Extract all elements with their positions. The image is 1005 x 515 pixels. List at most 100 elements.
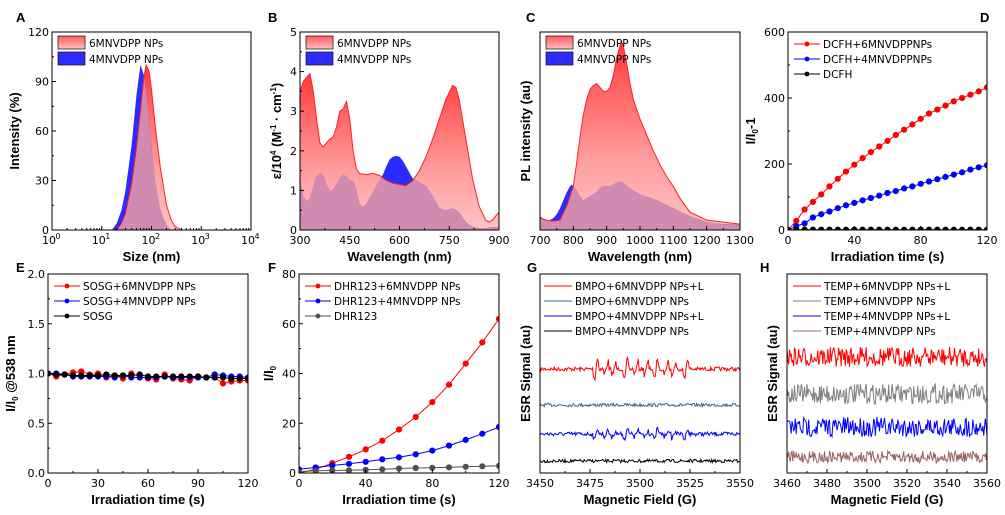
- y-axis-title: I/I0: [261, 365, 278, 381]
- legend: 6MNVDPP NPs 4MNVDPP NPs: [305, 35, 411, 66]
- x-tick-label: 3460: [773, 477, 801, 490]
- x-axis-title: Irradiation time (s): [831, 249, 944, 264]
- x-tick-label: 90: [191, 477, 205, 490]
- legend-swatch: [305, 51, 334, 66]
- x-tick-label: 900: [489, 234, 510, 247]
- legend-label: BMPO+4MNVDPP NPs: [575, 326, 689, 338]
- legend-swatch: [545, 35, 574, 50]
- data-point: [395, 426, 403, 433]
- series-overlap: [540, 181, 740, 230]
- y-axis-title-part: -1: [269, 124, 278, 132]
- x-tick-label: 1300: [726, 234, 754, 247]
- data-point: [884, 137, 891, 144]
- data-point: [429, 399, 436, 406]
- data-point: [111, 372, 118, 379]
- x-axis-title: Magnetic Field (G): [831, 492, 944, 507]
- y-axis-title-part: -1: [743, 118, 758, 130]
- series-line-0: [788, 86, 987, 230]
- x-tick-label: 10: [92, 234, 106, 247]
- legend-label: BMPO+6MNVDPP NPs+L: [575, 281, 704, 293]
- x-tick-exponent: 0: [55, 232, 60, 241]
- data-point: [876, 143, 883, 150]
- x-axis-title: Irradiation time (s): [342, 492, 455, 507]
- series-spectrum-2: [540, 426, 740, 442]
- x-tick-label: 3525: [676, 477, 704, 490]
- legend-label: SOSG+4MNVDPP NPs: [83, 296, 196, 308]
- data-point: [917, 115, 924, 122]
- y-tick-label: 1: [290, 184, 297, 197]
- y-tick-label: 5: [290, 26, 297, 39]
- y-axis-title-part: I/I: [3, 401, 18, 412]
- data-point: [967, 91, 974, 98]
- data-point: [128, 372, 135, 379]
- y-tick-label: 0: [778, 224, 785, 237]
- y-tick-label: 400: [764, 92, 785, 105]
- data-point: [917, 180, 924, 187]
- series-area-6MNVDPP-NPs: [540, 41, 740, 230]
- data-point: [967, 166, 974, 173]
- data-point: [950, 171, 957, 178]
- data-point: [362, 458, 369, 465]
- series-outline: [116, 63, 182, 230]
- data-point: [909, 183, 916, 190]
- y-tick-label: 90: [35, 76, 49, 89]
- data-point: [412, 413, 419, 421]
- data-point: [859, 155, 866, 162]
- y-tick-label: 1.0: [28, 368, 46, 381]
- x-tick-label: 1000: [626, 234, 654, 247]
- plot-area: [300, 72, 499, 230]
- data-point: [412, 451, 419, 458]
- x-tick-label: 700: [530, 234, 551, 247]
- y-axis-title-part: @538 nm: [3, 335, 18, 396]
- data-point: [942, 173, 949, 180]
- legend-label: DHR123+4MNVDPP NPs: [334, 296, 460, 308]
- y-axis-title-part: (M: [269, 132, 284, 151]
- legend: TEMP+6MNVDPP NPs+L TEMP+6MNVDPP NPs TEMP+4…: [793, 281, 950, 338]
- data-point: [925, 110, 933, 117]
- plot-area: [299, 315, 499, 473]
- legend-label: 4MNVDPP NPs: [89, 54, 163, 66]
- series-spectrum-1: [787, 382, 987, 405]
- x-tick-label: 80: [425, 477, 439, 490]
- x-tick-label: 1200: [693, 234, 721, 247]
- data-point: [851, 161, 858, 168]
- data-point: [462, 360, 469, 367]
- panel-label: A: [16, 10, 26, 25]
- y-axis-title-part: 0: [751, 129, 760, 134]
- plot-area: [540, 40, 740, 230]
- x-tick-label: 3500: [626, 477, 654, 490]
- data-point: [793, 217, 800, 224]
- y-tick-label: 3: [290, 105, 297, 118]
- x-tick-label: 3450: [526, 477, 554, 490]
- data-point: [69, 372, 77, 379]
- data-point: [876, 192, 883, 199]
- y-tick-label: 0: [290, 224, 297, 237]
- legend-label: SOSG: [83, 311, 113, 323]
- data-point: [809, 214, 817, 221]
- series-spectrum-0: [540, 356, 740, 382]
- y-axis-title-part: 0: [11, 396, 20, 401]
- legend-swatch: [305, 35, 334, 50]
- series-overlap: [300, 155, 499, 230]
- data-point: [119, 372, 127, 379]
- legend-label: TEMP+4MNVDPP NPs: [823, 326, 936, 338]
- data-point: [867, 149, 875, 156]
- legend-label: 6MNVDPP NPs: [577, 38, 651, 50]
- x-tick-label: 0: [785, 234, 792, 247]
- panel-B: B 300 450 600 750 900 0 1 2 3 4 5 Wavelength (nm) ε/1…: [268, 10, 510, 264]
- panel-label: B: [268, 10, 277, 25]
- data-point: [842, 202, 850, 209]
- x-tick-label: 120: [489, 477, 510, 490]
- series-spectrum-1: [540, 401, 740, 409]
- legend-label: DCFH+4MNVDPPNPs: [823, 54, 932, 66]
- panel-label: H: [760, 260, 769, 275]
- legend-label: 4MNVDPP NPs: [337, 54, 411, 66]
- data-point: [61, 371, 68, 378]
- data-point: [94, 372, 102, 379]
- x-tick-label: 40: [847, 234, 861, 247]
- data-point: [178, 373, 185, 380]
- data-point: [818, 191, 825, 198]
- y-tick-label: 1.5: [28, 318, 46, 331]
- data-point: [395, 454, 403, 461]
- legend-label: DHR123+6MNVDPP NPs: [334, 281, 460, 293]
